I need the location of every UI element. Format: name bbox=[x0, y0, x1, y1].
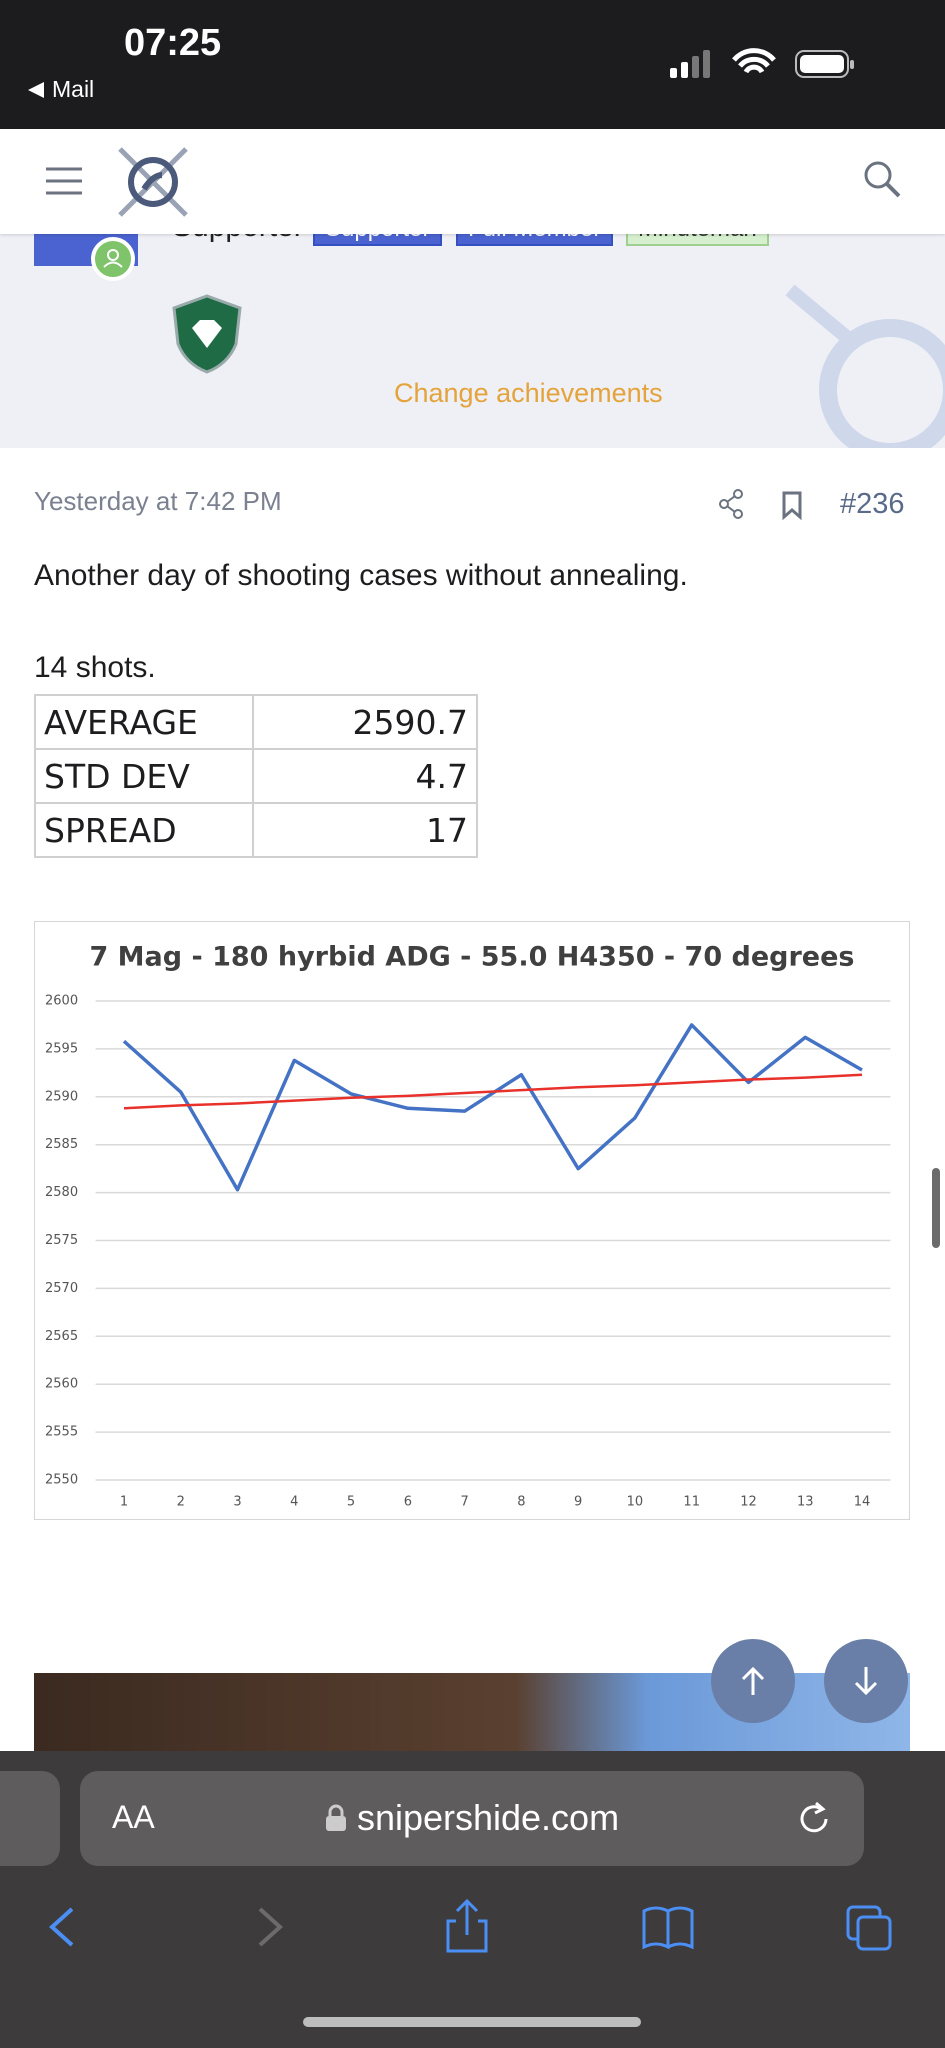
table-row: AVERAGE 2590.7 bbox=[34, 694, 478, 750]
chart: 7 Mag - 180 hyrbid ADG - 55.0 H4350 - 70… bbox=[45, 942, 891, 1510]
post-timestamp[interactable]: Yesterday at 7:42 PM bbox=[34, 486, 282, 516]
x-tick-label: 6 bbox=[404, 1495, 412, 1510]
table-cell: 2590.7 bbox=[252, 694, 478, 750]
table-row: STD DEV 4.7 bbox=[34, 748, 478, 804]
previous-tab[interactable] bbox=[0, 1771, 60, 1866]
table-row: SPREAD 17 bbox=[34, 802, 478, 858]
table-cell: AVERAGE bbox=[34, 694, 254, 750]
x-tick-label: 14 bbox=[854, 1495, 871, 1510]
browser-toolbar: AA snipershide.com bbox=[0, 1751, 945, 2048]
text-size-button[interactable]: AA bbox=[112, 1799, 155, 1835]
x-tick-label: 13 bbox=[797, 1495, 814, 1510]
data-line bbox=[122, 1023, 863, 1192]
scroll-indicator bbox=[932, 1168, 940, 1248]
site-header bbox=[0, 129, 945, 234]
post-text: 14 shots. bbox=[34, 651, 156, 684]
status-bar: 07:25 Mail bbox=[0, 0, 945, 129]
x-tick-label: 1 bbox=[120, 1495, 128, 1510]
x-tick-label: 7 bbox=[460, 1495, 468, 1510]
trophy-icon bbox=[172, 294, 242, 374]
bookmarks-button[interactable] bbox=[642, 1906, 694, 1950]
post-number[interactable]: #236 bbox=[840, 488, 905, 520]
chart-title: 7 Mag - 180 hyrbid ADG - 55.0 H4350 - 70… bbox=[89, 942, 854, 973]
site-logo[interactable] bbox=[116, 145, 190, 219]
y-tick-label: 2575 bbox=[45, 1233, 78, 1248]
address-bar[interactable]: AA snipershide.com bbox=[80, 1771, 864, 1866]
profile-banner: Supporter Supporter Full Member Minutema… bbox=[0, 200, 945, 448]
nav-buttons bbox=[49, 1898, 892, 1953]
y-tick-label: 2560 bbox=[45, 1377, 78, 1392]
post-text: Another day of shooting cases without an… bbox=[34, 559, 688, 592]
back-button[interactable] bbox=[49, 1907, 74, 1947]
scroll-down-button[interactable] bbox=[824, 1639, 908, 1723]
x-tick-label: 2 bbox=[177, 1495, 185, 1510]
status-icons bbox=[670, 48, 854, 78]
url[interactable]: snipershide.com bbox=[80, 1797, 864, 1839]
y-tick-label: 2600 bbox=[45, 994, 78, 1009]
y-tick-label: 2555 bbox=[45, 1425, 78, 1440]
y-tick-label: 2585 bbox=[45, 1137, 78, 1152]
table-cell: STD DEV bbox=[34, 748, 254, 804]
x-tick-label: 5 bbox=[347, 1495, 355, 1510]
table-cell: 17 bbox=[252, 802, 478, 858]
data-line bbox=[123, 1073, 863, 1110]
lock-icon bbox=[325, 1804, 346, 1831]
online-indicator bbox=[91, 237, 135, 281]
y-tick-label: 2595 bbox=[45, 1041, 78, 1056]
change-achievements-link[interactable]: Change achievements bbox=[394, 378, 663, 408]
clock: 07:25 bbox=[124, 22, 222, 64]
scroll-buttons bbox=[711, 1639, 908, 1723]
reload-button[interactable] bbox=[794, 1799, 834, 1839]
menu-button[interactable] bbox=[44, 165, 84, 197]
scroll-up-button[interactable] bbox=[711, 1639, 795, 1723]
url-text: snipershide.com bbox=[356, 1797, 620, 1838]
home-indicator bbox=[303, 2017, 641, 2027]
x-tick-label: 3 bbox=[233, 1495, 241, 1510]
back-to-app[interactable]: Mail bbox=[52, 76, 95, 102]
x-tick-label: 10 bbox=[627, 1495, 644, 1510]
watermark-logo bbox=[785, 284, 945, 448]
post-actions[interactable] bbox=[718, 488, 828, 522]
x-tick-label: 4 bbox=[290, 1495, 298, 1510]
x-tick-label: 12 bbox=[740, 1495, 757, 1510]
chart-image: 7 Mag - 180 hyrbid ADG - 55.0 H4350 - 70… bbox=[34, 921, 910, 1520]
table-cell: 4.7 bbox=[252, 748, 478, 804]
stats-table: AVERAGE 2590.7 STD DEV 4.7 SPREAD 17 bbox=[34, 694, 478, 858]
tabs-button[interactable] bbox=[846, 1905, 892, 1951]
share-button[interactable] bbox=[446, 1898, 488, 1953]
y-tick-label: 2590 bbox=[45, 1089, 78, 1104]
search-button[interactable] bbox=[862, 159, 902, 199]
y-tick-label: 2570 bbox=[45, 1281, 78, 1296]
x-tick-label: 9 bbox=[574, 1495, 582, 1510]
x-tick-label: 8 bbox=[517, 1495, 525, 1510]
y-tick-label: 2580 bbox=[45, 1185, 78, 1200]
y-tick-label: 2565 bbox=[45, 1329, 78, 1344]
forward-button[interactable] bbox=[258, 1907, 283, 1947]
table-cell: SPREAD bbox=[34, 802, 254, 858]
back-arrow-icon bbox=[28, 82, 44, 98]
x-tick-label: 11 bbox=[683, 1495, 700, 1510]
y-tick-label: 2550 bbox=[45, 1473, 78, 1488]
